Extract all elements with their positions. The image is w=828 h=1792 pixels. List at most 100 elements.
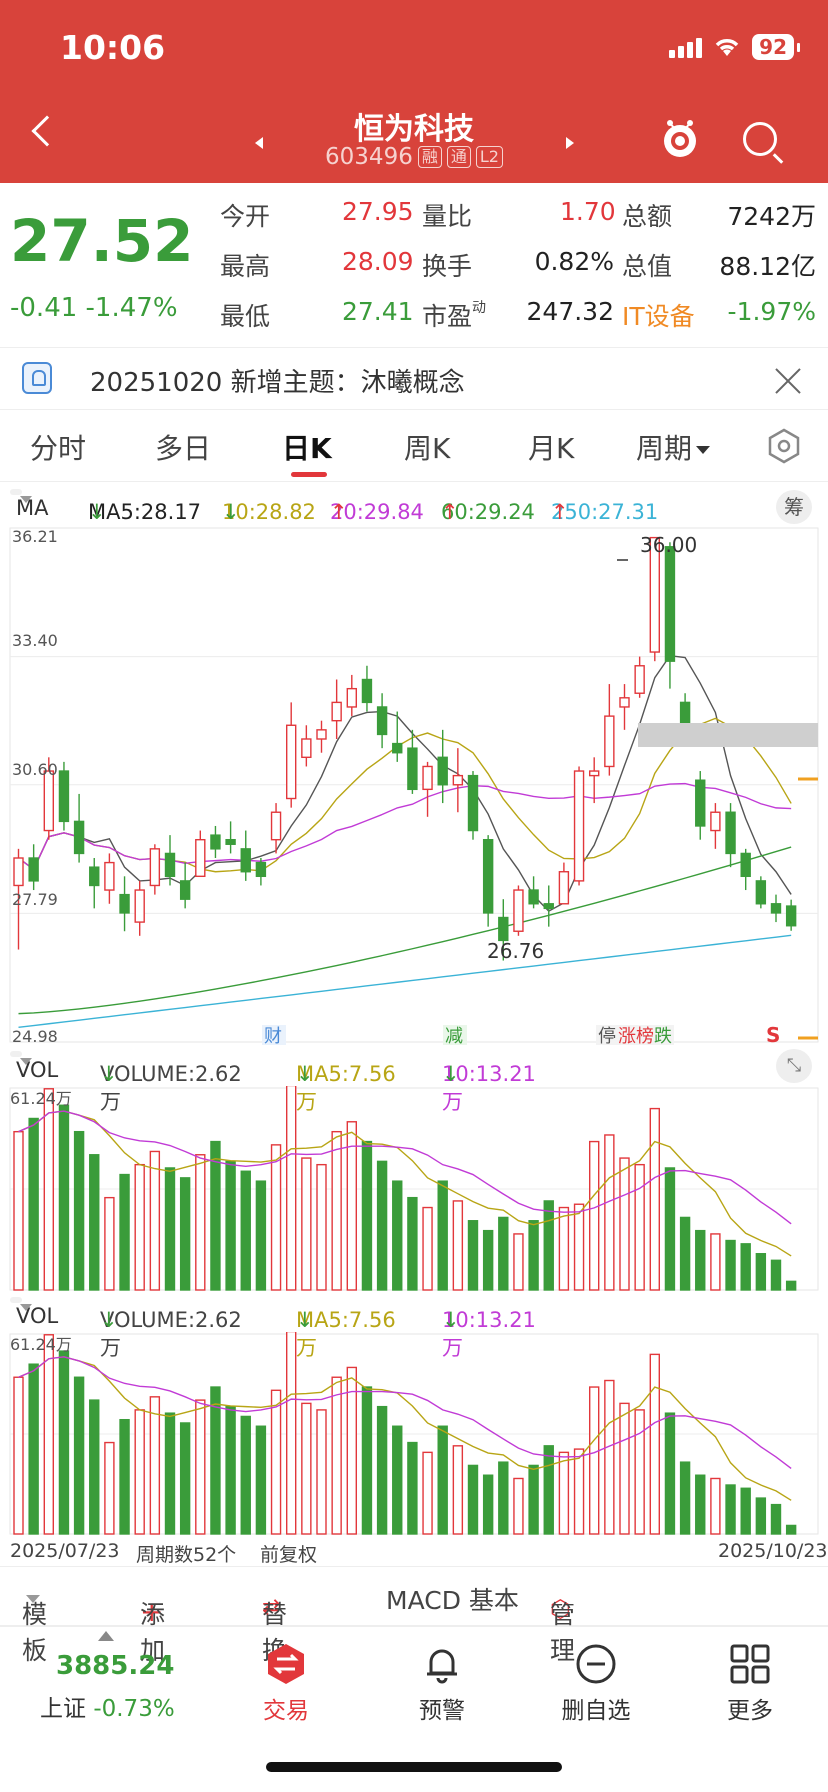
volume-bar xyxy=(558,1451,570,1535)
field-high-value: 28.09 xyxy=(342,247,414,276)
volume-bar xyxy=(770,1259,782,1291)
tab-multi-day[interactable]: 多日 xyxy=(155,432,212,465)
vol-selector-1[interactable]: VOL xyxy=(10,1051,58,1082)
volume-bar xyxy=(634,1163,645,1291)
mascot-icon[interactable] xyxy=(661,118,699,160)
volume-bar xyxy=(543,1200,554,1291)
candle xyxy=(286,724,297,800)
y-label-min: 24.98 xyxy=(12,1027,58,1046)
index-name-pct[interactable]: 上证 -0.73% xyxy=(40,1696,175,1722)
index-expand-icon[interactable] xyxy=(98,1631,114,1641)
event-marker-die[interactable]: 跌 xyxy=(654,1026,672,1046)
vol-selector-2[interactable]: VOL xyxy=(10,1297,58,1328)
expand-icon[interactable]: ⤡ xyxy=(776,1049,812,1083)
search-icon[interactable] xyxy=(743,122,777,156)
event-marker-jian[interactable]: 减 xyxy=(445,1026,463,1046)
volume-bars-2 xyxy=(13,1332,797,1535)
volume-bar xyxy=(513,1477,524,1535)
tab-monthly-k[interactable]: 月K xyxy=(528,432,575,465)
volume-bar xyxy=(119,1173,130,1291)
candle xyxy=(649,536,660,653)
volume-bar xyxy=(316,1409,327,1535)
tab-weekly-k[interactable]: 周K xyxy=(404,432,451,465)
candle xyxy=(43,770,54,832)
candle xyxy=(528,889,539,905)
status-time: 10:06 xyxy=(60,28,166,67)
volume-bar xyxy=(240,1170,251,1291)
volume-bar xyxy=(740,1243,751,1291)
volume-bar xyxy=(134,1163,145,1291)
chevron-down-icon xyxy=(26,1595,40,1603)
y-label-3: 30.60 xyxy=(12,760,58,779)
volume-bar xyxy=(331,1376,342,1535)
volume-bar xyxy=(255,1425,267,1535)
field-market-cap: 总值 xyxy=(622,252,673,281)
volume-bar xyxy=(634,1409,645,1535)
ma60-line xyxy=(18,846,792,1015)
nav-remove-watchlist[interactable]: 删自选 xyxy=(546,1639,646,1725)
volume-bar xyxy=(422,1206,433,1291)
theme-notice[interactable]: 20251020 新增主题：沐曦概念 xyxy=(0,348,828,410)
close-icon[interactable] xyxy=(773,366,803,396)
volume-bar xyxy=(437,1180,448,1291)
ma-selector[interactable]: MA xyxy=(10,489,48,520)
prev-stock-icon[interactable] xyxy=(255,137,263,149)
volume-chart-1[interactable]: 61.24万 xyxy=(0,1086,828,1292)
volume-bar xyxy=(13,1130,24,1291)
chart-adjust-mode[interactable]: 前复权 xyxy=(260,1544,318,1566)
bell-icon xyxy=(427,1649,457,1684)
sell-signal-marker[interactable]: S xyxy=(766,1023,780,1046)
volume-bar xyxy=(528,1220,539,1291)
index-value[interactable]: 3885.24 xyxy=(56,1651,175,1681)
ma-indicator-row: MA MA5:28.17 ↓ 10:28.82 ↓ 20:29.84 ↑ 60:29.… xyxy=(0,486,828,524)
candle xyxy=(755,880,767,905)
nav-alert[interactable]: 预警 xyxy=(392,1639,492,1725)
period-tabs: 分时 多日 日K 周K 月K 周期 xyxy=(0,410,828,482)
field-open-value: 27.95 xyxy=(342,197,414,226)
volume-bar xyxy=(467,1220,479,1291)
candle xyxy=(740,852,751,878)
candle xyxy=(301,738,312,759)
event-marker-ting[interactable]: 停 xyxy=(598,1026,616,1046)
volume-bar xyxy=(255,1180,267,1291)
field-volume-ratio: 量比 xyxy=(422,202,473,231)
tab-intraday[interactable]: 分时 xyxy=(30,432,87,465)
candle xyxy=(28,857,39,882)
field-pe-value: 247.32 xyxy=(526,297,614,326)
volume-bar xyxy=(528,1464,539,1535)
volume-bar xyxy=(270,1144,282,1291)
change-abs: -0.41 xyxy=(10,293,78,323)
stock-code: 603496 xyxy=(325,144,413,170)
nav-more[interactable]: 更多 xyxy=(700,1639,800,1725)
event-marker-group-bg xyxy=(596,1025,674,1045)
tab-daily-k[interactable]: 日K xyxy=(282,432,332,465)
volume-ma-lines-2 xyxy=(18,1356,792,1501)
settings-hexagon-icon[interactable] xyxy=(766,428,802,464)
field-sector[interactable]: IT设备 xyxy=(622,302,695,331)
volume-bar xyxy=(755,1253,767,1291)
event-markers: 财 减 停 涨榜 跌 S xyxy=(262,1023,780,1046)
volume-bar xyxy=(392,1180,403,1291)
field-pe: 市盈动 xyxy=(422,300,487,331)
tab-period[interactable]: 周期 xyxy=(636,427,711,467)
event-marker-cai[interactable]: 财 xyxy=(264,1026,282,1046)
volume-bar xyxy=(119,1418,130,1535)
tag-tong: 通 xyxy=(446,146,471,168)
event-marker-jian-bg xyxy=(443,1025,467,1045)
event-marker-zhangbang[interactable]: 涨榜 xyxy=(618,1026,654,1046)
volume-chart-2[interactable]: 61.24万 xyxy=(0,1332,828,1536)
next-stock-icon[interactable] xyxy=(566,137,574,149)
chip-distribution-button[interactable]: 筹 xyxy=(776,490,812,524)
volume-bar xyxy=(664,1167,676,1291)
kline-ma-lines xyxy=(18,654,792,1029)
volume-bar xyxy=(195,1154,206,1291)
field-high: 最高 xyxy=(220,252,271,281)
nav-trade[interactable]: 交易 xyxy=(236,1639,336,1725)
candle xyxy=(346,687,357,708)
macd-basic-button[interactable]: MACD 基本 xyxy=(386,1586,519,1615)
volume-bar xyxy=(573,1448,585,1535)
kline-chart[interactable]: 36.21 33.40 30.60 27.79 24.98 36.00 26.7… xyxy=(0,524,828,1046)
volume-bar xyxy=(149,1150,161,1291)
candle xyxy=(58,770,70,823)
candle xyxy=(89,866,100,887)
